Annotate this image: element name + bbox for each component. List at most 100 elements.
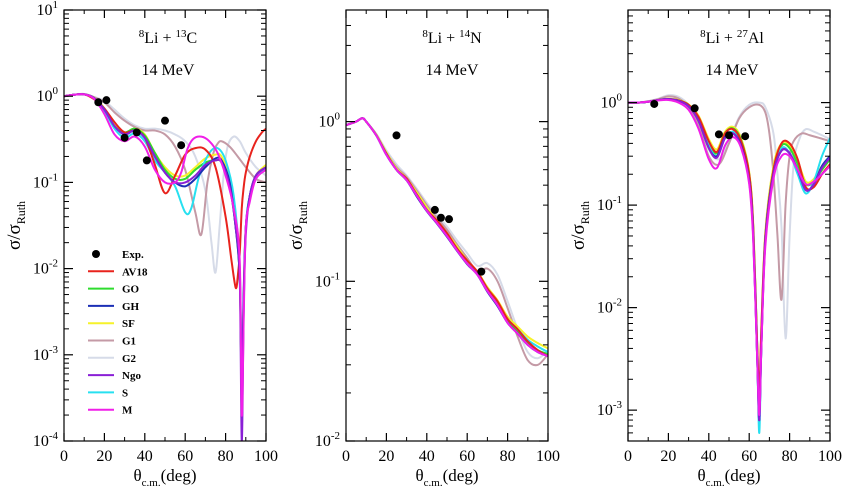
panel-title-reaction: 8Li + 13C: [139, 28, 197, 47]
target-mass: 14: [459, 28, 471, 40]
x-axis-label: θc.m.(deg): [698, 466, 761, 489]
xlabel-tail: (deg): [443, 466, 479, 485]
ylabel-sub: Ruth: [296, 201, 310, 224]
exp-point: [477, 267, 486, 276]
exp-points-group: [392, 131, 486, 276]
legend-exp-label: Exp.: [122, 249, 144, 261]
y-tick-label: 10-1: [597, 194, 622, 214]
svg-text:σ/σRuth: σ/σRuth: [4, 201, 28, 250]
exp-point: [142, 156, 151, 165]
legend-label-sf: SF: [122, 318, 135, 330]
series-line-m: [346, 117, 548, 358]
exp-point: [650, 99, 659, 108]
proj-name: Li +: [706, 30, 737, 47]
exp-point: [132, 128, 141, 137]
series-line-s: [64, 93, 266, 401]
x-tick-label: 40: [701, 448, 717, 465]
proj-mass: 8: [700, 28, 706, 40]
target-mass: 13: [176, 28, 188, 40]
y-tick-label: 100: [601, 92, 623, 112]
y-tick-label: 100: [319, 111, 341, 131]
y-tick-label: 10-3: [33, 344, 59, 364]
xlabel-main: θ: [416, 466, 424, 485]
panel-title-reaction: 8Li + 27Al: [700, 28, 764, 47]
exp-point: [690, 104, 699, 113]
legend-label-m: M: [122, 405, 133, 417]
legend: Exp. AV18 GO GH SF G1 G2 Ngo SM: [88, 249, 148, 417]
y-tick-label: 10-2: [597, 297, 622, 317]
panel-8li-27al: 0 20 40 60 80 100 10-3 10-2 10-1 100 8Li + 27Al 1…: [568, 9, 842, 489]
y-tick-label: 10-2: [315, 430, 340, 450]
ylabel-main: σ/σ: [286, 224, 307, 250]
y-axis-label: σ/σRuth: [568, 201, 592, 250]
proj-mass: 8: [139, 28, 145, 40]
x-tick-label: 0: [342, 448, 350, 465]
x-tick-label: 60: [741, 448, 757, 465]
x-axis-label: θc.m.(deg): [134, 466, 197, 489]
legend-label-go: GO: [122, 284, 140, 296]
xlabel-main: θ: [698, 466, 706, 485]
x-tick-label: 80: [782, 448, 798, 465]
y-tick-label: 10-3: [597, 399, 623, 419]
xlabel-main: θ: [134, 466, 142, 485]
panel-title-energy: 14 MeV: [426, 62, 479, 79]
panel-title-energy: 14 MeV: [142, 62, 195, 79]
exp-point: [436, 213, 445, 222]
x-tick-label: 20: [660, 448, 676, 465]
x-tick-label: 40: [419, 448, 435, 465]
target-mass: 27: [737, 28, 749, 40]
exp-point: [177, 141, 186, 150]
x-tick-label: 20: [96, 448, 112, 465]
xlabel-sub: c.m.: [424, 477, 443, 489]
ylabel-sub: Ruth: [578, 201, 592, 224]
xlabel-tail: (deg): [161, 466, 197, 485]
legend-label-gh: GH: [122, 301, 140, 313]
exp-point: [430, 205, 439, 214]
series-line-m: [64, 93, 266, 417]
exp-point: [445, 215, 454, 224]
y-axis-label: σ/σRuth: [286, 201, 310, 250]
exp-point: [392, 131, 401, 140]
x-axis-label: θc.m.(deg): [416, 466, 479, 489]
series-line-gh: [628, 98, 830, 422]
x-tick-label: 0: [60, 448, 68, 465]
proj-name: Li +: [428, 30, 459, 47]
legend-label-ngo: Ngo: [122, 370, 141, 382]
xlabel-sub: c.m.: [142, 477, 161, 489]
ylabel-main: σ/σ: [568, 224, 589, 250]
x-tick-label: 80: [500, 448, 516, 465]
x-tick-label: 40: [137, 448, 153, 465]
target-name: N: [470, 30, 482, 47]
exp-point: [714, 130, 723, 139]
svg-text:σ/σRuth: σ/σRuth: [568, 201, 592, 250]
exp-points-group: [94, 96, 186, 165]
x-tick-label: 100: [254, 448, 278, 465]
x-tick-label: 60: [459, 448, 475, 465]
xlabel-sub: c.m.: [706, 477, 725, 489]
ylabel-sub: Ruth: [14, 201, 28, 224]
panel-8li-13c: 0 20 40 60 80 100 10-4 10-3 10-2 10-1 100 101 8Li +…: [4, 0, 278, 489]
target-name: C: [187, 30, 198, 47]
series-line-g1: [628, 95, 830, 301]
curves-group: [628, 94, 830, 434]
legend-label-g1: G1: [122, 336, 136, 348]
exp-point: [102, 96, 111, 105]
series-line-av18: [64, 93, 266, 290]
series-line-sf: [64, 93, 266, 391]
y-tick-label: 100: [37, 85, 59, 105]
exp-points-group: [650, 99, 750, 141]
legend-label-s: S: [122, 387, 128, 399]
exp-point: [161, 116, 169, 125]
exp-point: [94, 98, 103, 107]
legend-label-av18: AV18: [122, 266, 148, 278]
series-line-ngo: [64, 93, 266, 441]
series-line-go: [64, 93, 266, 391]
x-tick-label: 100: [818, 448, 842, 465]
legend-label-g2: G2: [122, 353, 137, 365]
x-tick-label: 0: [624, 448, 632, 465]
curves-group: [64, 92, 266, 441]
panel-title-reaction: 8Li + 14N: [422, 28, 482, 47]
proj-name: Li +: [144, 30, 175, 47]
y-tick-label: 10-4: [33, 430, 59, 450]
